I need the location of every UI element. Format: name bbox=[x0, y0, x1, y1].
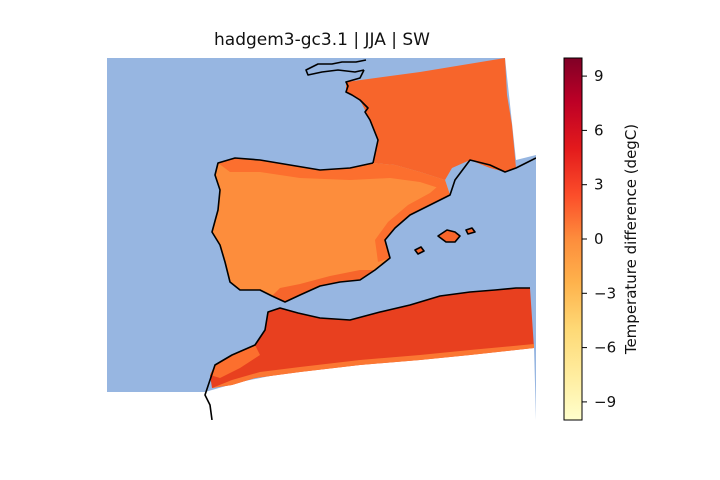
colorbar-tick-label: 0 bbox=[594, 230, 604, 248]
france-coastline bbox=[345, 69, 379, 164]
mallorca-coastline bbox=[437, 229, 461, 243]
coastlines bbox=[204, 59, 536, 420]
france-region bbox=[346, 58, 516, 180]
ibiza-coastline bbox=[414, 246, 425, 255]
colorbar-label: Temperature difference (degC) bbox=[622, 124, 640, 355]
map-title: hadgem3-gc3.1 | JJA | SW bbox=[214, 30, 430, 50]
iberia-north-band bbox=[218, 158, 445, 190]
iberia-coastline bbox=[211, 157, 536, 303]
map-panel bbox=[107, 58, 536, 420]
outside-domain-northeast bbox=[370, 58, 536, 160]
north-africa-region bbox=[210, 288, 534, 388]
colorbar-tick-label: 6 bbox=[594, 121, 604, 139]
colorbar-gradient bbox=[564, 58, 582, 420]
colorbar: 9 6 3 0 −3 −6 −9 Temperature difference (degC) bbox=[563, 57, 640, 421]
outside-domain-south bbox=[107, 348, 536, 420]
iberia-south-band bbox=[272, 270, 375, 302]
colorbar-tick-label: −6 bbox=[594, 339, 616, 357]
africa-coastline bbox=[204, 287, 530, 420]
iberia-east-band bbox=[375, 180, 450, 262]
colorbar-tick-label: −9 bbox=[594, 393, 616, 411]
brittany-coastline bbox=[305, 59, 367, 76]
north-africa-west-band bbox=[210, 345, 260, 378]
north-africa-coastal-band bbox=[212, 344, 534, 388]
colorbar-ticks: 9 6 3 0 −3 −6 −9 bbox=[582, 67, 616, 411]
menorca-coastline bbox=[465, 227, 476, 235]
iberia-region bbox=[212, 158, 450, 302]
colorbar-tick-label: 9 bbox=[594, 67, 604, 85]
colorbar-tick-label: 3 bbox=[594, 176, 604, 194]
colorbar-tick-label: −3 bbox=[594, 284, 616, 302]
